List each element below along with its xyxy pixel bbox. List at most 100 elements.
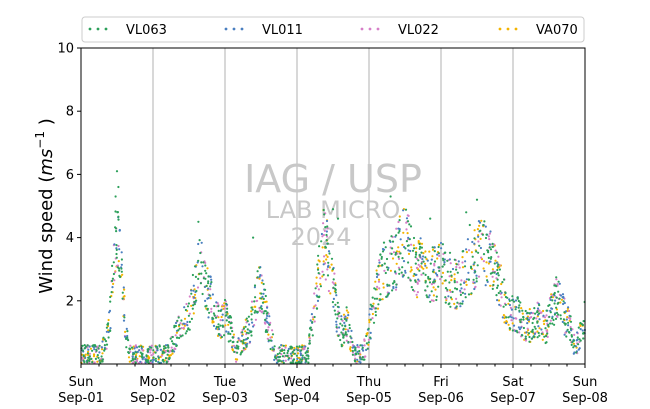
point-VL011 [289,352,292,355]
point-VL022 [150,354,153,357]
point-VA070 [528,308,531,311]
point-VL011 [460,287,463,290]
point-VA070 [112,282,115,285]
point-VL022 [349,341,352,344]
point-VA070 [157,358,160,361]
point-VL022 [261,310,264,313]
point-VL063 [127,339,130,342]
point-VL063 [141,352,144,355]
point-VL022 [383,269,386,272]
point-VA070 [410,266,413,269]
point-VL063 [176,319,179,322]
point-VA070 [148,356,151,359]
point-VL063 [323,213,326,216]
legend-marker [360,27,364,31]
point-VL063 [504,303,507,306]
point-VL011 [118,248,121,251]
point-VL063 [507,316,510,319]
point-VA070 [391,257,395,260]
point-VA070 [542,309,545,313]
point-VA070 [521,312,524,315]
point-VL063 [109,295,112,299]
x-tick-label-day: Sun [573,375,598,390]
point-VL022 [254,318,257,321]
point-VL063 [195,299,198,302]
point-VL063 [398,219,401,222]
point-VL063 [126,330,129,333]
point-VL022 [182,326,185,329]
point-VL063 [227,340,230,343]
point-VL063 [576,336,579,339]
point-VL063 [264,294,267,298]
point-VL063 [437,285,440,288]
point-VL063 [380,255,383,259]
point-VL011 [299,354,302,357]
point-VL063 [308,327,312,330]
point-VA070 [536,330,539,333]
point-VL011 [375,275,379,279]
point-VL022 [326,227,329,230]
point-VL063 [131,357,134,360]
point-VL011 [332,305,335,308]
point-VL063 [555,311,559,314]
point-VA070 [101,352,104,355]
point-VL063 [517,299,520,303]
point-VL011 [483,269,486,273]
point-VL022 [526,327,529,330]
point-VL063 [271,333,275,336]
point-VL063 [154,357,157,360]
point-VL063 [149,359,152,362]
point-VL063 [283,352,286,355]
point-VL063 [219,324,222,327]
point-VL063 [125,346,128,349]
point-VL011 [434,272,437,275]
point-VA070 [559,301,562,304]
point-VL022 [457,263,460,266]
point-VL063 [473,237,476,240]
point-VL063 [567,321,570,324]
point-VL063 [178,327,181,330]
point-VL063 [515,329,518,332]
point-VL011 [428,294,431,297]
point-VL063 [339,322,342,325]
point-VL063 [332,286,335,289]
point-VL011 [209,282,212,285]
point-VL063 [245,345,248,348]
point-VA070 [482,267,485,270]
point-VL022 [432,299,435,302]
point-VL022 [321,270,324,273]
point-VL011 [436,273,439,277]
point-VL063 [250,318,253,321]
point-VL063 [510,299,514,302]
point-VL011 [248,340,252,343]
point-VA070 [372,302,375,305]
point-VL063 [307,357,310,360]
point-VL011 [465,248,468,251]
point-VL063 [269,339,272,342]
point-VL011 [419,255,422,258]
point-VL063 [473,261,476,264]
point-VL063 [449,305,452,308]
point-VL063 [348,323,351,327]
point-VL063 [549,322,552,325]
point-VA070 [438,243,441,246]
point-VL063 [177,329,180,332]
point-VL022 [324,278,327,281]
point-VL063 [298,361,301,364]
point-VL011 [563,333,566,336]
point-VL063 [551,299,554,302]
point-VL022 [266,337,269,340]
point-VL063 [444,279,447,282]
point-VL063 [518,304,521,307]
point-VL011 [98,351,101,354]
y-axis-label-exponent: −1 [33,131,47,149]
point-VL063 [487,256,490,259]
point-VL022 [322,233,325,237]
point-VL063 [537,331,540,335]
point-VL022 [113,279,116,282]
point-VL011 [577,348,580,351]
point-VL063 [301,354,304,357]
point-VL063 [254,296,257,299]
point-VL063 [86,352,89,355]
legend-marker [232,27,236,31]
